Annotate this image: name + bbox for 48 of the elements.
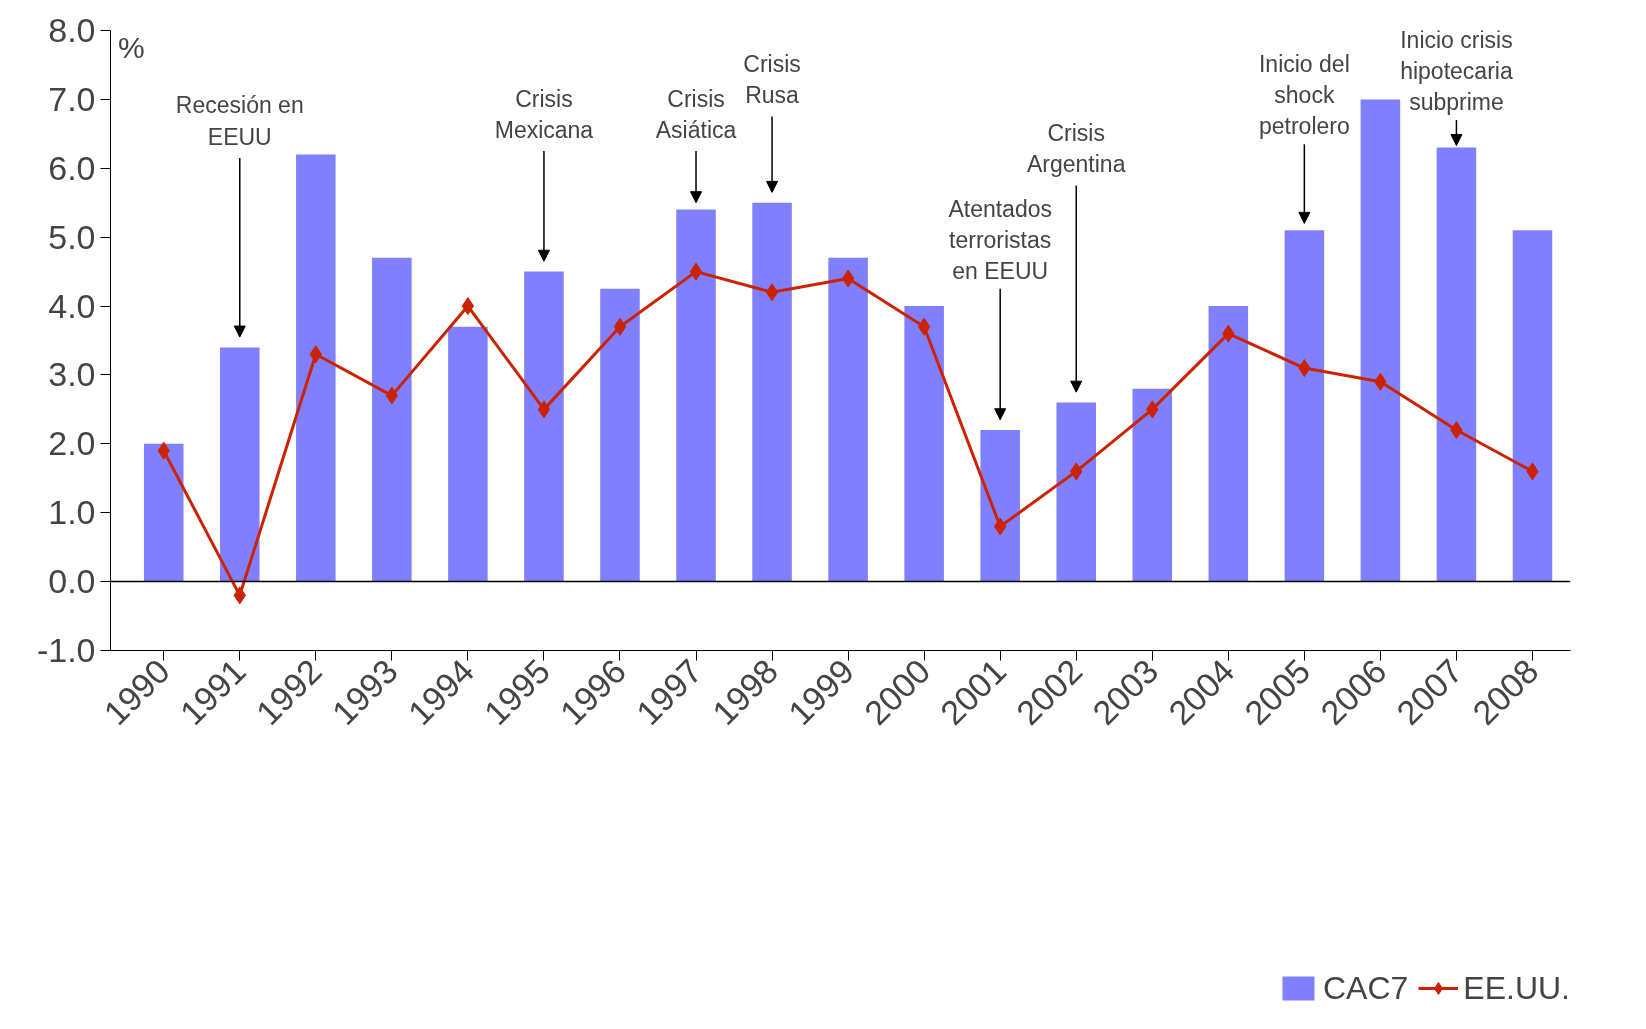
bar [1360, 99, 1401, 582]
bar [1208, 306, 1249, 582]
bar [904, 306, 944, 582]
y-tick-label: 8.0 [48, 11, 96, 49]
y-tick-label: 3.0 [48, 355, 96, 394]
point [385, 386, 399, 405]
bar [220, 347, 260, 582]
bar [980, 430, 1020, 582]
y-tick-label: 0.0 [48, 562, 96, 601]
y-tick-label: 4.0 [48, 286, 96, 325]
annotation: Inicio crisis hipotecaria subprime [1400, 26, 1513, 116]
point [841, 269, 855, 288]
y-tick-label: 1.0 [48, 493, 96, 532]
bar [752, 202, 792, 582]
bar [1132, 388, 1173, 582]
y-tick-label: -1.0 [36, 631, 96, 669]
bar [600, 288, 640, 582]
point [689, 262, 703, 281]
bar [1056, 402, 1096, 582]
annotation: Crisis Rusa [743, 51, 801, 109]
point [461, 297, 475, 316]
bar [828, 257, 868, 582]
annotation: Inicio del shock petrolero [1258, 51, 1350, 140]
bar [296, 154, 336, 582]
annotation: Crisis Asiática [655, 85, 737, 143]
point [765, 283, 779, 302]
point [613, 317, 627, 336]
annotation: Crisis Mexicana [494, 85, 594, 143]
bar [1436, 147, 1477, 582]
legend-label: CAC7 [1322, 969, 1409, 1007]
y-tick-label: 2.0 [48, 424, 96, 463]
bar [524, 271, 564, 582]
bar [372, 257, 412, 582]
bar [448, 326, 488, 582]
y-tick-label: 6.0 [48, 148, 96, 187]
y-axis-title: % [118, 30, 145, 64]
bar [676, 209, 716, 582]
point [917, 317, 931, 336]
annotation: Atentados terroristas en EEUU [948, 195, 1052, 285]
annotation: Recesión en EEUU [175, 92, 304, 150]
y-tick-label: 7.0 [48, 79, 96, 118]
point [537, 400, 551, 419]
y-tick-label: 5.0 [48, 217, 96, 256]
bar [143, 443, 184, 582]
bar [1284, 230, 1325, 582]
bar [1512, 230, 1553, 582]
annotation: Crisis Argentina [1027, 119, 1126, 178]
legend-label: EE.UU. [1463, 969, 1570, 1007]
